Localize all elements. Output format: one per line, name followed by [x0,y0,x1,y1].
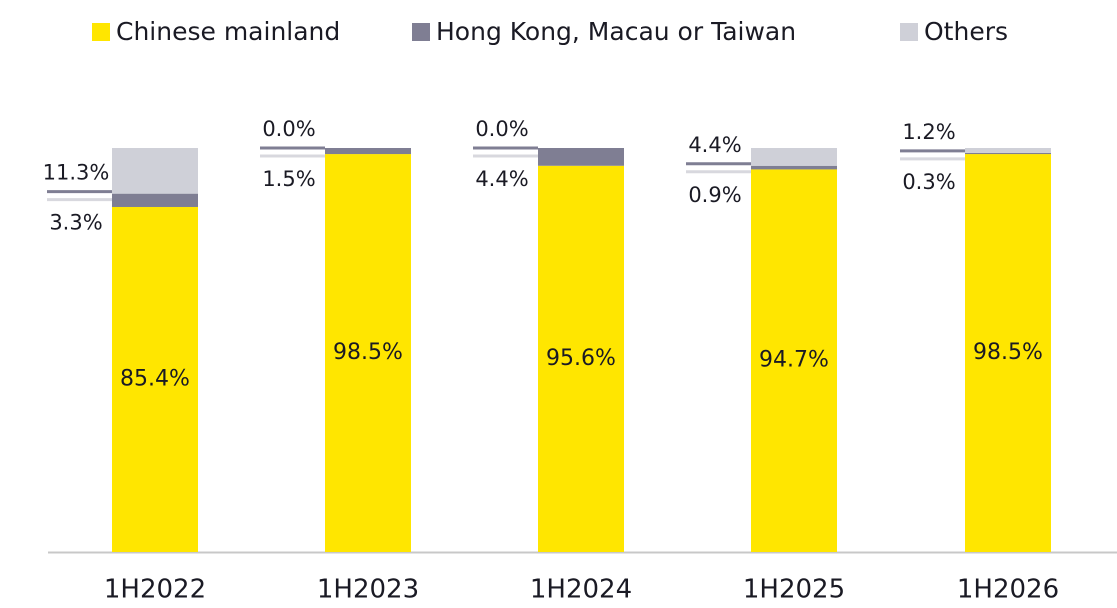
bar-segment [538,165,624,552]
data-label: 11.3% [43,161,110,185]
bar-segment [112,193,198,207]
x-tick-label: 1H2024 [530,575,632,605]
data-label: 4.4% [475,167,528,191]
data-label: 85.4% [120,366,190,391]
data-label: 4.4% [688,133,741,157]
legend-label: Hong Kong, Macau or Taiwan [436,17,796,46]
x-tick-label: 1H2023 [317,575,419,605]
x-tick-label: 1H2022 [104,575,206,605]
bar-segment [965,154,1051,552]
data-label: 98.5% [333,340,403,365]
data-label: 94.7% [759,348,829,373]
legend-label: Chinese mainland [116,17,340,46]
bar-segment [112,148,198,194]
data-label: 95.6% [546,346,616,371]
bar-segment [112,206,198,552]
bar-segment [751,165,837,170]
data-label: 0.9% [688,183,741,207]
legend-label: Others [924,17,1008,46]
bar-segment [751,148,837,166]
bar-segment [965,148,1051,153]
legend-swatch [900,23,918,41]
bar-segment [751,169,837,553]
data-label: 98.5% [973,340,1043,365]
data-label: 0.0% [475,117,528,141]
bar-segment [325,154,411,552]
bar-segment [325,148,411,155]
bar-segment [538,148,624,166]
bar-segment [965,152,1051,155]
x-tick-label: 1H2025 [743,575,845,605]
data-label: 0.3% [902,170,955,194]
x-tick-label: 1H2026 [957,575,1059,605]
legend-swatch [92,23,110,41]
legend-swatch [412,23,430,41]
data-label: 3.3% [49,211,102,235]
data-label: 1.2% [902,120,955,144]
data-label: 0.0% [262,117,315,141]
data-label: 1.5% [262,167,315,191]
